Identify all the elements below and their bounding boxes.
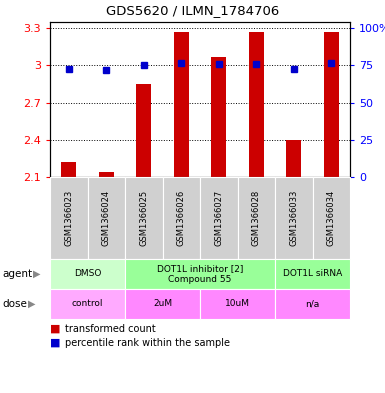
Text: GSM1366023: GSM1366023 xyxy=(64,190,73,246)
Text: ▶: ▶ xyxy=(28,299,35,309)
Text: GSM1366024: GSM1366024 xyxy=(102,190,111,246)
Text: GSM1366027: GSM1366027 xyxy=(214,190,223,246)
Bar xyxy=(275,289,350,319)
Text: ■: ■ xyxy=(50,338,60,348)
Text: n/a: n/a xyxy=(305,299,320,309)
Bar xyxy=(275,259,350,289)
Bar xyxy=(238,177,275,259)
Bar xyxy=(286,140,301,177)
Text: GSM1366028: GSM1366028 xyxy=(252,190,261,246)
Text: DMSO: DMSO xyxy=(74,270,101,279)
Text: GSM1366033: GSM1366033 xyxy=(289,190,298,246)
Text: percentile rank within the sample: percentile rank within the sample xyxy=(65,338,230,348)
Text: DOT1L inhibitor [2]
Compound 55: DOT1L inhibitor [2] Compound 55 xyxy=(157,264,243,284)
Bar xyxy=(125,177,162,259)
Bar xyxy=(136,84,151,177)
Bar xyxy=(125,289,200,319)
Text: agent: agent xyxy=(2,269,32,279)
Text: 10uM: 10uM xyxy=(225,299,250,309)
Text: control: control xyxy=(72,299,103,309)
Bar xyxy=(50,259,125,289)
Bar xyxy=(174,32,189,177)
Text: GSM1366026: GSM1366026 xyxy=(177,190,186,246)
Text: ■: ■ xyxy=(50,324,60,334)
Text: 2uM: 2uM xyxy=(153,299,172,309)
Text: GDS5620 / ILMN_1784706: GDS5620 / ILMN_1784706 xyxy=(106,4,279,17)
Bar xyxy=(50,177,87,259)
Text: transformed count: transformed count xyxy=(65,324,156,334)
Bar xyxy=(50,289,125,319)
Bar xyxy=(200,177,238,259)
Text: GSM1366025: GSM1366025 xyxy=(139,190,148,246)
Text: GSM1366034: GSM1366034 xyxy=(327,190,336,246)
Text: DOT1L siRNA: DOT1L siRNA xyxy=(283,270,342,279)
Text: dose: dose xyxy=(2,299,27,309)
Bar xyxy=(99,172,114,177)
Bar xyxy=(275,177,313,259)
Bar xyxy=(162,177,200,259)
Bar xyxy=(313,177,350,259)
Bar xyxy=(87,177,125,259)
Bar xyxy=(324,32,339,177)
Bar xyxy=(200,289,275,319)
Bar xyxy=(249,32,264,177)
Bar xyxy=(211,57,226,177)
Text: ▶: ▶ xyxy=(33,269,40,279)
Bar xyxy=(61,162,76,177)
Bar xyxy=(125,259,275,289)
